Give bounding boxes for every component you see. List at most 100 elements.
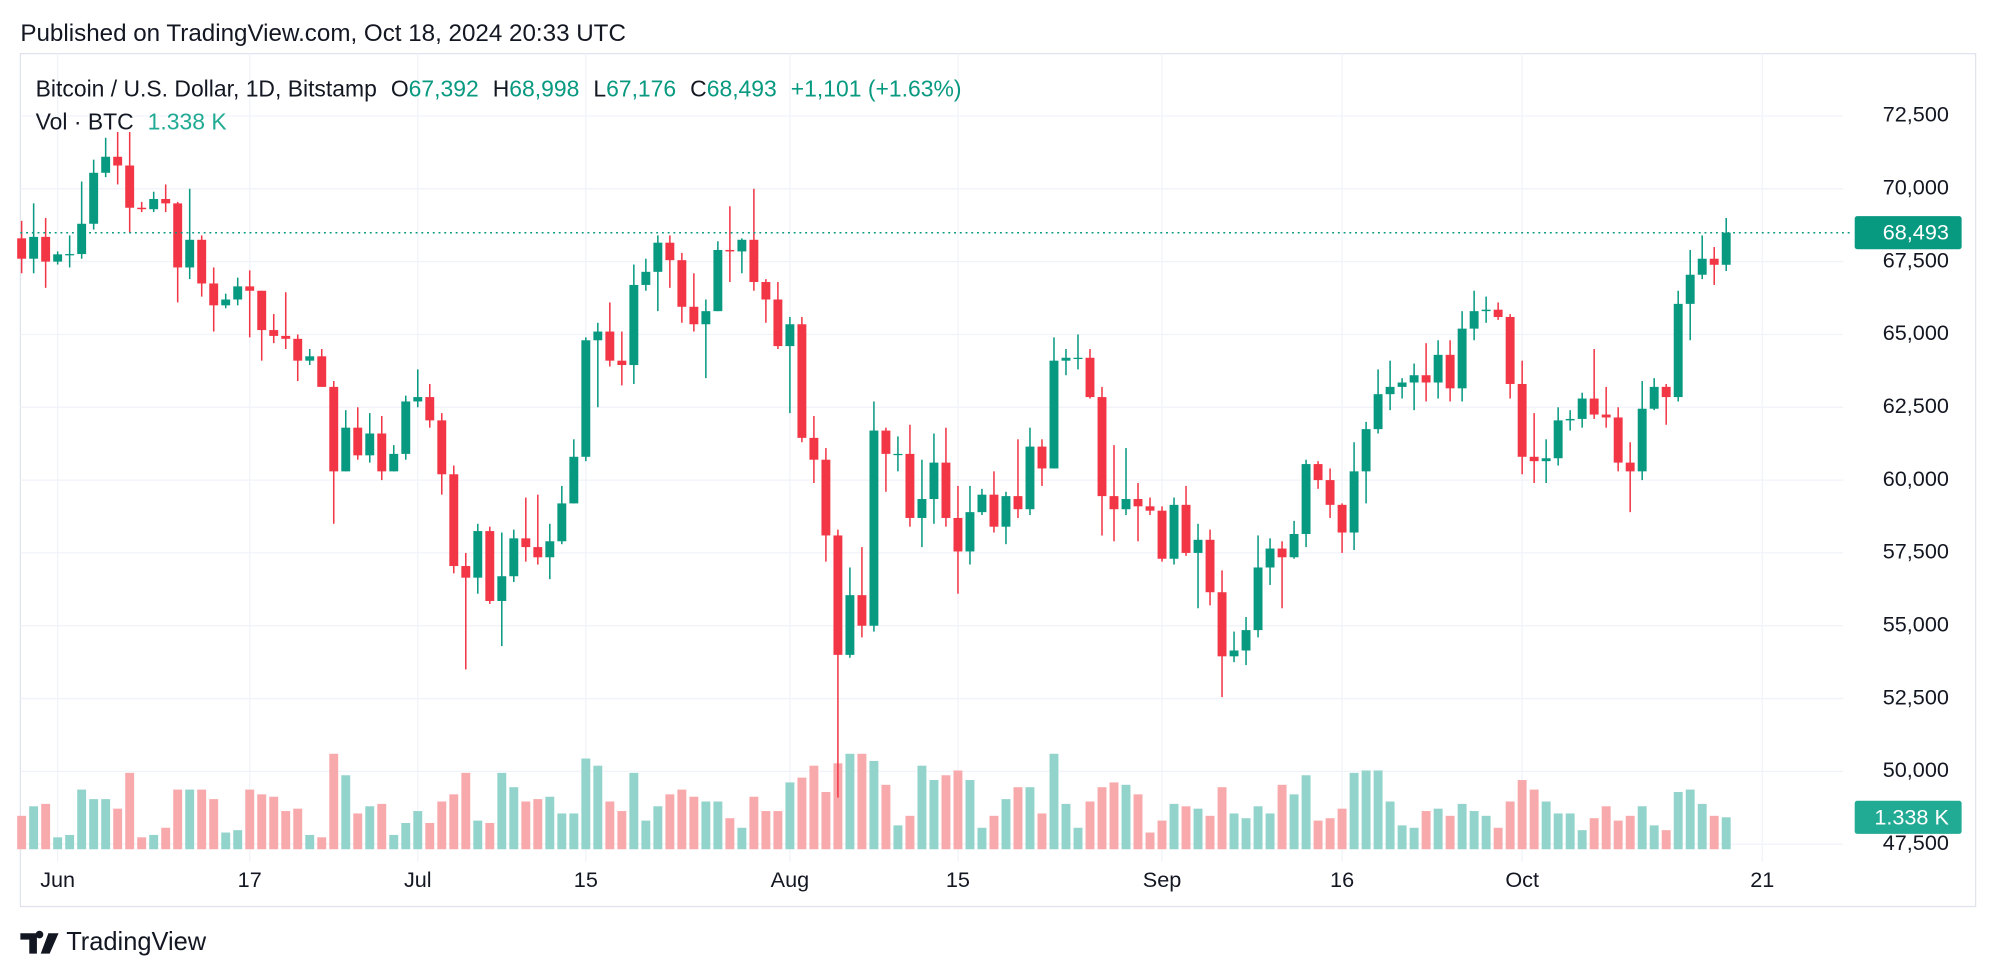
volume-bar [641,820,651,850]
volume-bar [317,837,327,850]
volume-bar [1589,818,1599,850]
volume-bar [629,772,639,850]
candle-body [1421,375,1431,383]
volume-bar [173,789,183,850]
candle-body [845,595,855,655]
candle-body [737,239,747,252]
candle-body [89,172,99,224]
candle-body [101,156,111,173]
ohlc-key: H [493,76,510,102]
y-tick-label: 52,500 [1883,684,1949,709]
volume-bar [941,775,951,850]
volume-bar [713,801,723,850]
candle-body [1313,464,1323,481]
candle-body [1085,357,1095,398]
volume-bar [17,815,27,850]
volume-bar [1721,817,1731,850]
candle-body [1529,456,1539,462]
candle-body [797,324,807,438]
volume-bar [1217,787,1227,850]
volume-bar [113,808,123,850]
x-tick-label: Jul [404,867,432,892]
volume-bar [257,794,267,850]
candle-body [545,541,555,558]
candle-body [881,430,891,454]
volume-bar [209,799,219,850]
candle-body [557,503,567,542]
candle-body [917,499,927,518]
candle-body [1457,328,1467,389]
candle-body [1481,309,1491,312]
volume-bar [1709,815,1719,850]
candle-body [1685,274,1695,304]
candle-body [1337,504,1347,533]
volume-bar [1169,803,1179,850]
candle-body [1241,630,1251,651]
volume-bar [905,815,915,850]
volume-bar [1481,815,1491,850]
volume-bar [581,758,591,850]
candle-body [869,430,879,626]
candle-body [1145,506,1155,511]
volume-bar [185,789,195,850]
volume-bar [1409,827,1419,850]
volume-bar [965,780,975,850]
volume-bar [1517,780,1527,850]
volume-bar [1349,772,1359,850]
candle-body [1517,383,1527,457]
y-tick-label: 57,500 [1883,539,1949,564]
candle-body [905,453,915,518]
y-tick-label: 50,000 [1883,757,1949,782]
candle-body [581,340,591,457]
volume-bar [245,789,255,850]
candle-body [389,453,399,472]
y-tick-label: 62,500 [1883,393,1949,418]
candle-body [1625,462,1635,472]
volume-bar [353,813,363,850]
candle-body [689,306,699,325]
volume-bar [1493,827,1503,850]
ohlc-key: O [391,76,409,102]
ohlc-key: L [593,76,606,102]
volume-bar [1193,808,1203,850]
volume-bar [149,834,159,850]
ohlc-value: 68,493 [707,76,777,102]
x-tick-label: 16 [1330,867,1354,892]
volume-bar [797,777,807,850]
volume-bar [749,796,759,850]
candle-body [1673,303,1683,398]
volume-bar [1697,803,1707,850]
candle-body [485,531,495,601]
candle-body [329,386,339,472]
candle-body [821,459,831,536]
volume-bar [533,799,543,850]
ohlc-key: C [690,76,707,102]
volume-bar [1181,806,1191,850]
volume-bar [881,784,891,850]
volume-bar [1133,794,1143,850]
volume-bar [1025,787,1035,850]
x-tick-label: Sep [1143,867,1181,892]
volume-bar [1397,825,1407,850]
candle-body [137,207,147,210]
volume-bar [1685,789,1695,850]
volume-bar [1361,770,1371,850]
candle-body [1553,420,1563,459]
candle-body [833,535,843,655]
candle-body [1601,414,1611,418]
volume-legend: Vol · BTC 1.338 K [36,109,228,135]
candle-body [989,494,999,527]
volume-bar [1265,813,1275,850]
volume-bar [1061,803,1071,850]
candle-body [773,299,783,347]
candle-body [1409,375,1419,383]
volume-bar [377,803,387,850]
volume-bar [413,811,423,850]
volume-bar [737,827,747,850]
volume-bar [761,811,771,850]
volume-bar [1289,794,1299,850]
y-tick-label: 47,500 [1883,830,1949,855]
candle-body [929,462,939,500]
candle-body [653,242,663,272]
volume-bar [929,780,939,850]
